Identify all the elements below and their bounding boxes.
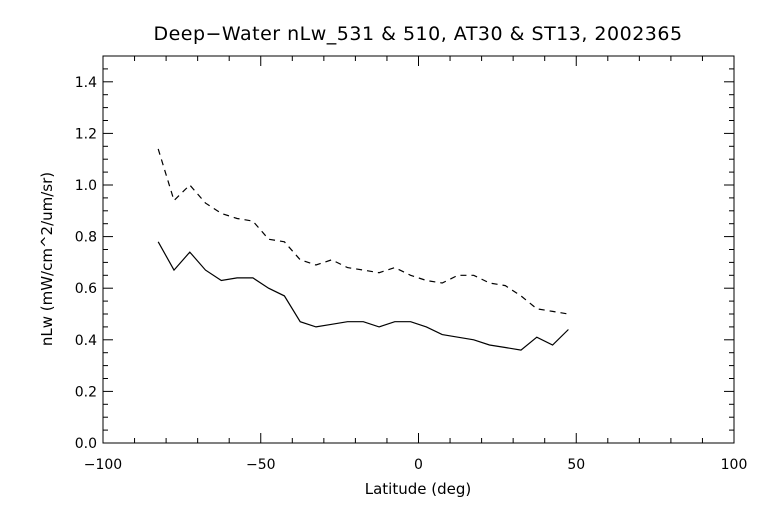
series-lines (157, 148, 569, 351)
y-tick-label: 0.4 (75, 333, 97, 349)
x-axis-title: Latitude (deg) (365, 480, 471, 498)
y-tick-label: 1.2 (75, 126, 97, 142)
x-tick-label: −100 (84, 457, 122, 473)
axis-ticks (102, 55, 735, 444)
x-tick-label: 0 (414, 457, 423, 473)
x-tick-label: −50 (246, 457, 276, 473)
y-tick-label: 0.2 (75, 384, 97, 400)
x-tick-label: 100 (721, 457, 748, 473)
x-tick-label: 50 (567, 457, 585, 473)
chart-title: Deep−Water nLw_531 & 510, AT30 & ST13, 2… (153, 23, 682, 45)
series-line-solid (157, 241, 569, 351)
y-tick-label: 0.6 (75, 281, 97, 297)
y-tick-label: 0.0 (75, 436, 97, 452)
axis-tick-labels: −100 −50 0 50 100 0.0 0.2 0.4 0.6 0.8 1.0 1.2 1.4 (75, 75, 748, 473)
series-line-dashed (157, 148, 569, 315)
y-tick-label: 0.8 (75, 230, 97, 246)
y-tick-label: 1.0 (75, 178, 97, 194)
y-axis-title: nLw (mW/cm^2/um/sr) (38, 172, 56, 346)
y-tick-label: 1.4 (75, 75, 97, 91)
